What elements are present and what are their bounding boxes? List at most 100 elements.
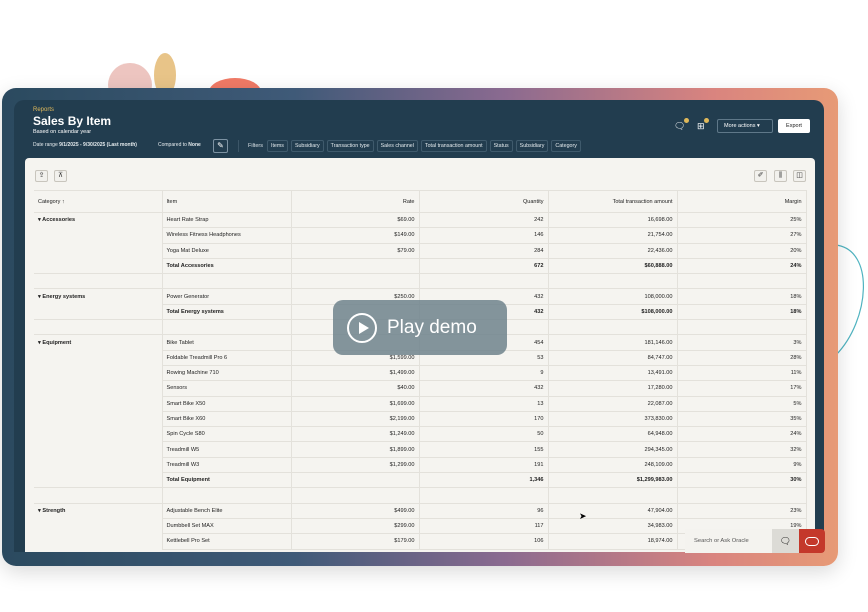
table-row[interactable]: Smart Bike X50 $1,699.00 13 22,087.00 5% (34, 396, 807, 412)
item-cell: Yoga Mat Deluxe (162, 243, 292, 259)
caret-down-icon[interactable]: ▾ (38, 217, 41, 224)
rate-total-cell (291, 472, 420, 489)
quantity-cell: 96 (419, 503, 549, 519)
table-row[interactable]: Wireless Fitness Headphones $149.00 146 21,… (34, 227, 807, 244)
empty-cell (677, 319, 807, 336)
pencil-icon: ✎ (217, 141, 224, 150)
table-row[interactable]: Rowing Machine 710 $1,499.00 9 13,491.00 11% (34, 365, 807, 382)
caret-down-icon[interactable]: ▾ (38, 508, 41, 515)
margin-cell: 17% (677, 380, 807, 397)
filter-chip-transaction-type[interactable]: Transaction type (326, 140, 374, 152)
decorative-curve (835, 244, 864, 356)
expand-all-button[interactable]: ⇪ (35, 170, 48, 182)
breadcrumb[interactable]: Reports (33, 107, 55, 113)
empty-cell (419, 487, 549, 504)
margin-cell: 28% (677, 350, 807, 366)
item-cell: Smart Bike X60 (162, 411, 292, 428)
adjust-columns-button[interactable]: ⫼ (774, 170, 787, 182)
item-cell: Treadmill W3 (162, 457, 292, 474)
table-row[interactable]: Sensors $40.00 432 17,280.00 17% (34, 380, 807, 397)
total-cell: 248,109.00 (548, 457, 678, 474)
table-row[interactable]: Yoga Mat Deluxe $79.00 284 22,436.00 20% (34, 243, 807, 259)
item-cell: Heart Rate Strap (162, 212, 292, 229)
ask-oracle-input[interactable]: Search or Ask Oracle (685, 529, 772, 553)
oracle-logo-button[interactable] (799, 529, 825, 553)
total-label-cell: Total Energy systems (162, 303, 292, 321)
total-label-cell: Total Accessories (162, 257, 292, 275)
quantity-cell: 146 (419, 227, 549, 244)
empty-cell (548, 319, 678, 336)
caret-down-icon[interactable]: ▾ (38, 339, 41, 346)
category-cell (34, 380, 163, 397)
item-cell: Sensors (162, 380, 292, 397)
table-row[interactable]: ▾ Strength Adjustable Bench Elite $499.00 9… (34, 503, 807, 519)
rate-cell: $1,499.00 (291, 365, 420, 382)
play-demo-button[interactable]: Play demo (333, 300, 507, 355)
table-row[interactable]: Treadmill W3 $1,299.00 191 248,109.00 9% (34, 457, 807, 474)
table-row[interactable]: Smart Bike X60 $2,199.00 170 373,830.00 35% (34, 411, 807, 428)
margin-cell: 32% (677, 441, 807, 458)
filter-chip-sales-channel[interactable]: Sales channel (376, 140, 418, 152)
table-row[interactable]: Spin Cycle S80 $1,249.00 50 64,948.00 24% (34, 426, 807, 443)
collapse-all-button[interactable]: ⊼ (54, 170, 67, 182)
empty-cell (34, 319, 163, 336)
filter-chip-subsidiary[interactable]: Subsidiary (290, 140, 324, 152)
column-header-margin[interactable]: Margin (677, 190, 807, 213)
column-header-category[interactable]: Category ↑ (34, 190, 163, 213)
total-cell: 22,436.00 (548, 243, 678, 259)
panel-toggle-button[interactable]: ◫ (793, 170, 806, 182)
more-actions-button[interactable]: More actions ▾ (717, 119, 773, 133)
chat-icon: 🗨 (779, 536, 792, 546)
category-cell (34, 533, 163, 550)
decorative-leaf (154, 53, 176, 97)
quantity-cell: 50 (419, 426, 549, 443)
empty-cell (34, 487, 163, 504)
collapse-icon: ⊼ (57, 172, 64, 179)
item-cell: Kettlebell Pro Set (162, 533, 292, 550)
edit-pencil-button[interactable]: ✎ (213, 139, 228, 153)
quantity-cell: 284 (419, 243, 549, 259)
page-title: Sales By Item (33, 114, 112, 128)
rate-cell: $2,199.00 (291, 411, 420, 428)
margin-total-cell: 18% (677, 303, 807, 321)
margin-cell: 24% (677, 426, 807, 443)
comments-icon[interactable]: 🗨 (674, 118, 690, 132)
rate-cell: $299.00 (291, 518, 420, 535)
empty-cell (34, 273, 163, 290)
category-cell: ▾ Strength (34, 503, 163, 519)
table-row[interactable]: ▾ Accessories Heart Rate Strap $69.00 242 16… (34, 212, 807, 229)
brush-icon: ✐ (757, 172, 764, 179)
category-label: Equipment (42, 339, 72, 346)
category-label: Strength (42, 508, 66, 515)
rate-cell: $1,899.00 (291, 441, 420, 458)
total-cell: 294,345.00 (548, 441, 678, 458)
margin-cell: 35% (677, 411, 807, 428)
total-cell: 21,754.00 (548, 227, 678, 244)
column-header-rate[interactable]: Rate (291, 190, 420, 213)
filter-chip-items[interactable]: Items (266, 140, 288, 152)
total-cell: 17,280.00 (548, 380, 678, 397)
filter-chip-status[interactable]: Status (489, 140, 513, 152)
column-header-total[interactable]: Total transaction amount (548, 190, 678, 213)
table-row[interactable]: Treadmill W5 $1,899.00 155 294,345.00 32% (34, 441, 807, 458)
margin-cell: 20% (677, 243, 807, 259)
margin-total-cell: 30% (677, 472, 807, 489)
report-header: Reports Sales By Item Based on calendar … (14, 100, 824, 158)
category-cell (34, 365, 163, 381)
report-content: ⇪ ⊼ ✐ ⫼ ◫ Category ↑ Item Rate Quantity … (25, 158, 815, 552)
layout-icon[interactable]: ⊞ (697, 118, 709, 132)
column-header-quantity[interactable]: Quantity (419, 190, 549, 213)
chat-button[interactable]: 🗨 (772, 529, 799, 553)
column-header-item[interactable]: Item (162, 190, 292, 213)
filter-chip-total-transaction-amount[interactable]: Total transaction amount (420, 140, 487, 152)
quantity-cell: 191 (419, 457, 549, 474)
filter-chip-category[interactable]: Category (551, 140, 581, 152)
total-cell: 16,698.00 (548, 212, 678, 229)
total-row: Total Accessories 672 $60,888.00 24% (34, 257, 807, 275)
filter-chip-subsidiary-2[interactable]: Subsidiary (515, 140, 549, 152)
table-header-row: Category ↑ Item Rate Quantity Total tran… (34, 190, 807, 213)
total-cell: 22,087.00 (548, 396, 678, 412)
caret-down-icon[interactable]: ▾ (38, 293, 41, 300)
export-button[interactable]: Export (778, 119, 810, 133)
edit-layout-button[interactable]: ✐ (754, 170, 767, 182)
